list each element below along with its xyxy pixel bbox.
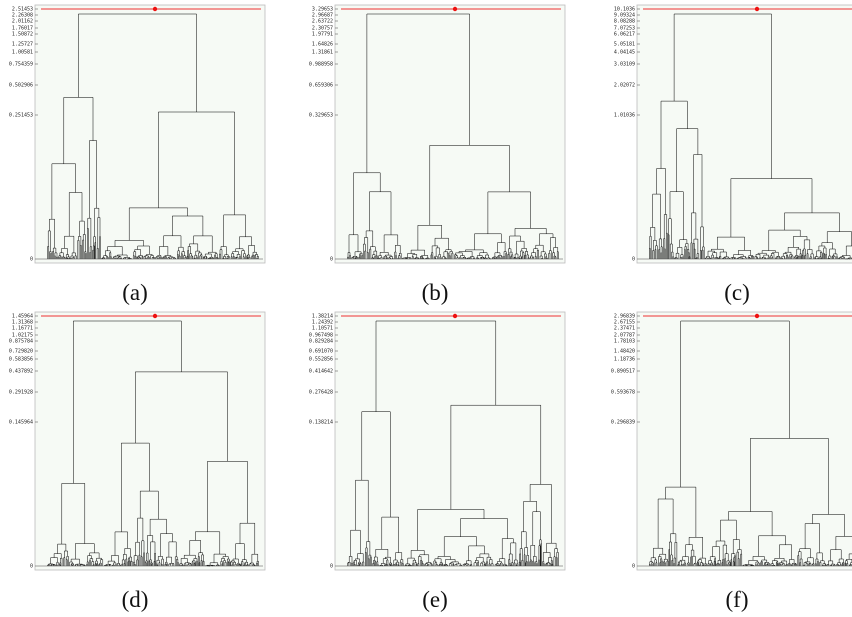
y-tick-label: 3.03109 — [614, 62, 635, 68]
y-tick-label: 0 — [330, 564, 333, 570]
y-tick-label: 0.754359 — [9, 62, 33, 68]
y-tick-label: 0.437892 — [9, 369, 33, 375]
y-tick-label: 1.25727 — [12, 42, 33, 48]
cut-marker — [152, 313, 158, 319]
y-tick-label: 0.659306 — [309, 83, 333, 89]
y-tick-label: 0.296839 — [611, 420, 635, 426]
y-tick-label: 0.145964 — [9, 420, 33, 426]
y-tick-label: 1.38214 — [312, 314, 333, 320]
y-tick-label: 2.51453 — [12, 7, 33, 13]
panel-frame — [636, 4, 852, 264]
y-tick-label: 2.26308 — [12, 13, 33, 19]
y-tick-label: 0.875784 — [9, 339, 33, 345]
cut-marker — [152, 6, 158, 12]
y-tick-label: 2.63722 — [312, 19, 333, 25]
y-tick-label: 0 — [330, 257, 333, 263]
y-tick-label: 1.64826 — [312, 42, 333, 48]
caption: (e) — [422, 587, 448, 612]
y-tick-label: 0.988958 — [309, 62, 333, 68]
y-tick-label: 0.414642 — [309, 369, 333, 375]
y-tick-label: 0 — [30, 564, 33, 570]
caption: (a) — [122, 280, 148, 305]
y-tick-label: 2.07787 — [614, 333, 635, 339]
panel-frame — [34, 4, 266, 264]
y-tick-label: 0.729820 — [9, 349, 33, 355]
caption: (f) — [726, 587, 749, 612]
cut-marker — [452, 6, 458, 12]
y-tick-label: 0.138214 — [309, 420, 333, 426]
y-tick-label: 0.502906 — [9, 83, 33, 89]
cut-marker — [754, 6, 760, 12]
y-tick-label: 1.24392 — [312, 320, 333, 326]
y-tick-label: 2.96839 — [614, 314, 635, 320]
y-tick-label: 3.29653 — [312, 7, 333, 13]
y-tick-label: 1.76017 — [12, 26, 33, 32]
y-tick-label: 9.09324 — [614, 13, 635, 19]
dendrogram — [649, 13, 852, 260]
y-tick-label: 0 — [632, 564, 635, 570]
dendrogram — [47, 13, 259, 260]
y-tick-label: 6.06217 — [614, 32, 635, 38]
y-tick-label: 2.01162 — [12, 19, 33, 25]
y-tick-label: 0.291928 — [9, 390, 33, 396]
y-tick-label: 0.691070 — [309, 349, 333, 355]
y-tick-label: 1.50872 — [12, 32, 33, 38]
y-tick-label: 0.329653 — [309, 113, 333, 119]
cut-marker — [754, 313, 760, 319]
y-tick-label: 0 — [632, 257, 635, 263]
y-tick-label: 2.67155 — [614, 320, 635, 326]
y-tick-label: 0.829284 — [309, 339, 333, 345]
caption: (c) — [724, 280, 750, 305]
y-tick-label: 1.02175 — [12, 333, 33, 339]
y-tick-label: 2.37471 — [614, 326, 635, 332]
y-tick-label: 1.31861 — [312, 50, 333, 56]
cut-marker — [452, 313, 458, 319]
y-tick-label: 10.1036 — [614, 7, 635, 13]
y-tick-label: 1.10571 — [312, 326, 333, 332]
panel-frame — [334, 4, 566, 264]
y-tick-label: 0.890517 — [611, 369, 635, 375]
dendrogram — [347, 320, 559, 567]
y-tick-label: 0.251453 — [9, 113, 33, 119]
dendrogram — [649, 320, 852, 567]
y-tick-label: 1.01036 — [614, 113, 635, 119]
y-tick-label: 7.07253 — [614, 26, 635, 32]
y-tick-label: 0.967498 — [309, 333, 333, 339]
y-tick-label: 1.78103 — [614, 339, 635, 345]
y-tick-label: 0 — [30, 257, 33, 263]
panel-frame — [334, 311, 566, 571]
caption: (d) — [122, 587, 149, 612]
caption: (b) — [422, 280, 449, 305]
y-tick-label: 1.00581 — [12, 50, 33, 56]
dendrogram — [347, 13, 559, 260]
y-tick-label: 1.45964 — [12, 314, 33, 320]
y-tick-label: 2.96687 — [312, 13, 333, 19]
y-tick-label: 2.02072 — [614, 83, 635, 89]
y-tick-label: 2.30757 — [312, 26, 333, 32]
y-tick-label: 4.04145 — [614, 50, 635, 56]
y-tick-label: 1.97791 — [312, 32, 333, 38]
y-tick-label: 5.05181 — [614, 42, 635, 48]
y-tick-label: 1.18736 — [614, 357, 635, 363]
y-tick-label: 0.552856 — [309, 357, 333, 363]
y-tick-label: 0.583856 — [9, 357, 33, 363]
y-tick-label: 1.31368 — [12, 320, 33, 326]
y-tick-label: 1.16771 — [12, 326, 33, 332]
dendrogram — [47, 320, 259, 567]
panel-frame — [636, 311, 852, 571]
y-tick-label: 0.593678 — [611, 390, 635, 396]
y-tick-label: 8.08288 — [614, 19, 635, 25]
y-tick-label: 1.48420 — [614, 349, 635, 355]
y-tick-label: 0.276428 — [309, 390, 333, 396]
